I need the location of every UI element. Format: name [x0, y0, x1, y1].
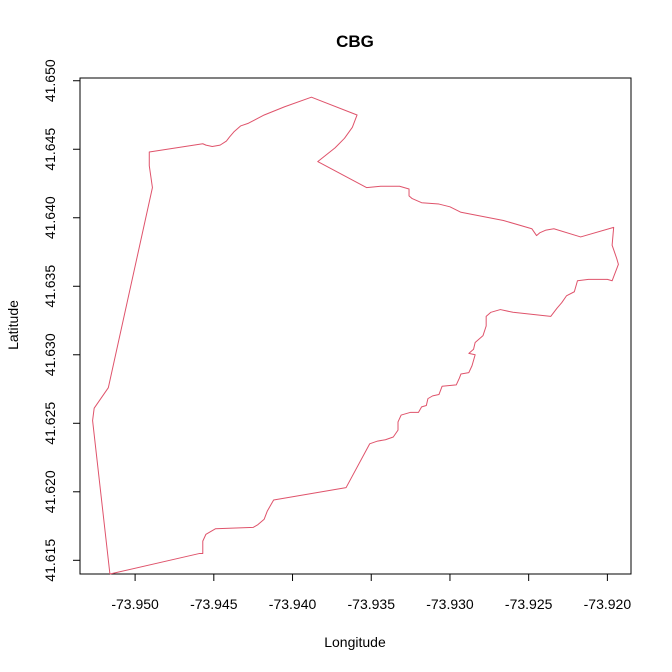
y-axis-label: Latitude	[5, 300, 21, 350]
y-tick-label: 41.630	[42, 333, 58, 376]
y-tick-label: 41.640	[42, 196, 58, 239]
x-tick-label: -73.930	[426, 596, 474, 612]
x-tick-label: -73.950	[111, 596, 159, 612]
series-layer	[92, 96, 619, 575]
y-tick-label: 41.635	[42, 265, 58, 308]
x-tick-label: -73.920	[584, 596, 632, 612]
y-tick-label: 41.620	[42, 470, 58, 513]
plot-frame	[79, 77, 632, 575]
x-axis: -73.950 -73.945 -73.940 -73.935 -73.930 -73.9…	[111, 573, 632, 612]
x-tick-label: -73.935	[348, 596, 396, 612]
y-tick-label: 41.650	[42, 59, 58, 102]
x-tick-label: -73.945	[190, 596, 238, 612]
x-tick-label: -73.940	[269, 596, 317, 612]
y-tick-label: 41.615	[42, 539, 58, 582]
x-tick-label: -73.925	[505, 596, 553, 612]
x-axis-label: Longitude	[324, 634, 386, 650]
y-axis: 41.615 41.620 41.625 41.630 41.635 41.640 41.6…	[42, 59, 81, 582]
chart-title: CBG	[336, 32, 374, 51]
boundary-line	[92, 96, 619, 575]
y-tick-label: 41.625	[42, 402, 58, 445]
y-tick-label: 41.645	[42, 128, 58, 171]
